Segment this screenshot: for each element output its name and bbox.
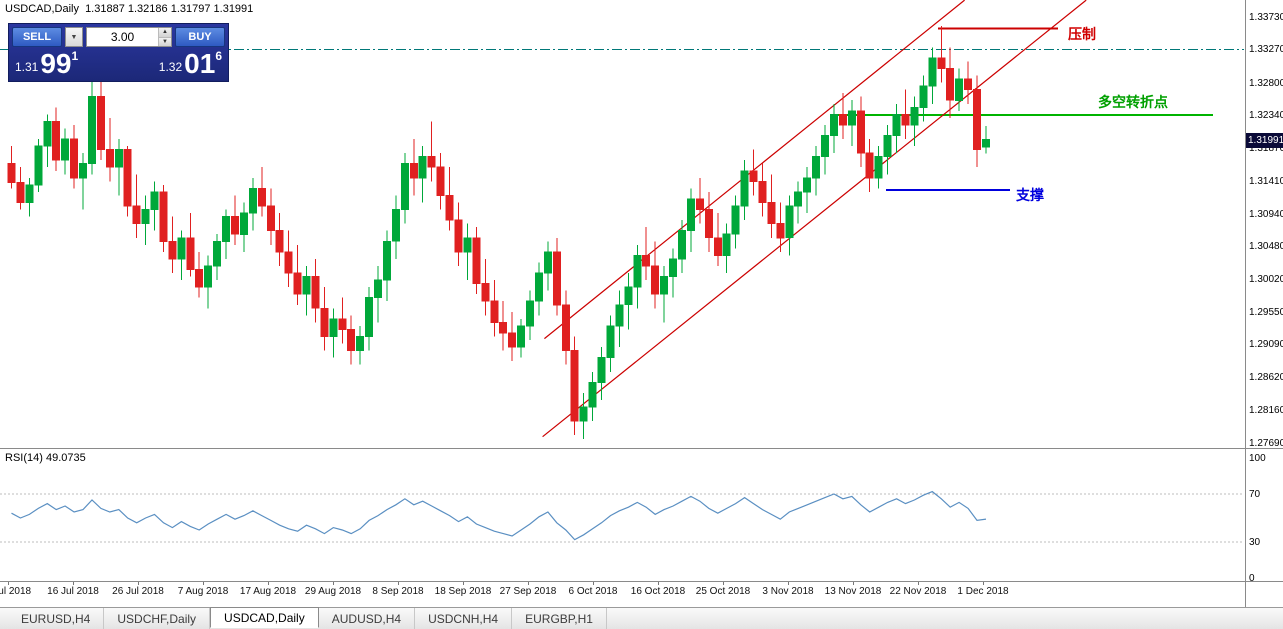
rsi-axis-label: 100 xyxy=(1249,453,1266,464)
time-axis-tick xyxy=(528,582,529,585)
resistance-annotation-label[interactable]: 压制 xyxy=(1068,26,1096,42)
date-axis-label: 25 Oct 2018 xyxy=(695,586,751,597)
chart-title: USDCAD,Daily 1.31887 1.32186 1.31797 1.3… xyxy=(5,3,254,15)
date-axis-label: 7 Aug 2018 xyxy=(177,586,229,597)
rsi-axis-label: 30 xyxy=(1249,537,1261,548)
time-axis-tick xyxy=(983,582,984,585)
price-axis-label: 1.30480 xyxy=(1249,241,1283,253)
bid-price: 1.31 99 1 xyxy=(15,49,78,78)
time-axis-tick xyxy=(73,582,74,585)
time-axis-tick xyxy=(268,582,269,585)
current-price-tag: 1.31991 xyxy=(1246,132,1283,148)
price-axis-label: 1.29550 xyxy=(1249,306,1283,318)
price-axis-label: 1.31870 xyxy=(1249,143,1283,155)
chart-tab-eurusd-h4[interactable]: EURUSD,H4 xyxy=(8,608,105,629)
ask-price: 1.32 01 6 xyxy=(159,49,222,78)
date-axis-label: 6 Oct 2018 xyxy=(568,586,618,597)
pivot-annotation-label[interactable]: 多空转折点 xyxy=(1098,94,1168,110)
volume-dropdown-button[interactable]: ▼ xyxy=(65,27,83,47)
date-axis-label: 8 Sep 2018 xyxy=(372,586,424,597)
date-axis-label: 27 Sep 2018 xyxy=(499,586,557,597)
time-axis-tick xyxy=(723,582,724,585)
time-axis-tick xyxy=(138,582,139,585)
chart-tab-usdchf-daily[interactable]: USDCHF,Daily xyxy=(104,608,211,629)
time-axis-tick xyxy=(398,582,399,585)
time-axis-tick xyxy=(333,582,334,585)
price-axis-label: 1.32340 xyxy=(1249,110,1283,121)
date-axis-label: 18 Sep 2018 xyxy=(434,586,492,597)
chart-tab-bar: EURUSD,H4 USDCHF,Daily USDCAD,Daily AUDUSD,… xyxy=(0,607,1283,629)
date-axis-label: 16 Oct 2018 xyxy=(630,586,686,597)
volume-input[interactable]: 3.00 xyxy=(110,30,135,44)
bid-prefix: 1.31 xyxy=(15,60,39,74)
chart-tab-eurgbp-h1[interactable]: EURGBP,H1 xyxy=(512,608,607,629)
time-axis[interactable]: 4 Jul 2018 16 Jul 2018 26 Jul 2018 7 Aug 20… xyxy=(0,582,1245,607)
rsi-axis-label: 0 xyxy=(1249,573,1255,584)
date-axis-label: 22 Nov 2018 xyxy=(889,586,947,597)
time-axis-tick xyxy=(593,582,594,585)
rsi-axis-label: 70 xyxy=(1249,489,1261,500)
chevron-down-icon: ▼ xyxy=(70,33,78,41)
sell-button[interactable]: SELL xyxy=(12,27,62,47)
volume-spinner-down-icon[interactable]: ▼ xyxy=(159,36,171,46)
price-axis-label: 1.30020 xyxy=(1249,273,1283,285)
date-axis-label: 16 Jul 2018 xyxy=(47,586,99,597)
pane-separator[interactable] xyxy=(0,581,1283,582)
rsi-indicator-label: RSI(14) 49.0735 xyxy=(5,452,86,464)
time-axis-tick xyxy=(8,582,9,585)
ask-big-digits: 01 xyxy=(184,48,216,79)
price-axis-label: 1.29090 xyxy=(1249,339,1283,351)
time-axis-tick xyxy=(658,582,659,585)
date-axis-label: 4 Jul 2018 xyxy=(0,586,32,597)
volume-spinner: ▲ ▼ xyxy=(158,28,171,46)
price-axis-label: 1.33730 xyxy=(1249,12,1283,23)
ask-pip-digit: 6 xyxy=(215,49,222,63)
one-click-trading-panel: SELL ▼ 3.00 ▲ ▼ BUY 1.31 99 1 1.32 01 6 xyxy=(8,23,229,82)
pane-separator[interactable] xyxy=(0,448,1283,449)
price-axis-label: 1.28620 xyxy=(1249,372,1283,384)
price-axis-label: 1.28160 xyxy=(1249,404,1283,416)
time-axis-tick xyxy=(788,582,789,585)
date-axis-label: 26 Jul 2018 xyxy=(112,586,164,597)
chart-tab-audusd-h4[interactable]: AUDUSD,H4 xyxy=(319,608,416,629)
buy-button[interactable]: BUY xyxy=(175,27,225,47)
support-annotation-label[interactable]: 支撑 xyxy=(1016,187,1044,203)
time-axis-tick xyxy=(918,582,919,585)
price-axis-label: 1.33270 xyxy=(1249,44,1283,56)
price-axis[interactable]: 1.31991 1.33730 1.33270 1.32800 1.32340 1.31… xyxy=(1245,0,1283,607)
price-axis-label: 1.31410 xyxy=(1249,175,1283,187)
date-axis-label: 1 Dec 2018 xyxy=(957,586,1009,597)
chart-tab-usdcnh-h4[interactable]: USDCNH,H4 xyxy=(415,608,513,629)
volume-field[interactable]: 3.00 ▲ ▼ xyxy=(86,27,172,47)
price-axis-label: 1.30940 xyxy=(1249,208,1283,220)
price-axis-label: 1.32800 xyxy=(1249,77,1283,89)
date-axis-label: 29 Aug 2018 xyxy=(304,586,362,597)
time-axis-tick xyxy=(463,582,464,585)
bid-big-digits: 99 xyxy=(40,48,72,79)
bid-pip-digit: 1 xyxy=(71,49,79,63)
date-axis-label: 13 Nov 2018 xyxy=(824,586,882,597)
ask-prefix: 1.32 xyxy=(158,60,183,74)
date-axis-label: 17 Aug 2018 xyxy=(239,586,297,597)
volume-spinner-up-icon[interactable]: ▲ xyxy=(159,28,171,37)
candlestick-chart[interactable] xyxy=(0,0,1245,607)
time-axis-tick xyxy=(203,582,204,585)
chart-tab-usdcad-daily[interactable]: USDCAD,Daily xyxy=(210,607,319,628)
date-axis-label: 3 Nov 2018 xyxy=(762,586,814,597)
time-axis-tick xyxy=(853,582,854,585)
price-axis-label: 1.27690 xyxy=(1249,438,1283,449)
